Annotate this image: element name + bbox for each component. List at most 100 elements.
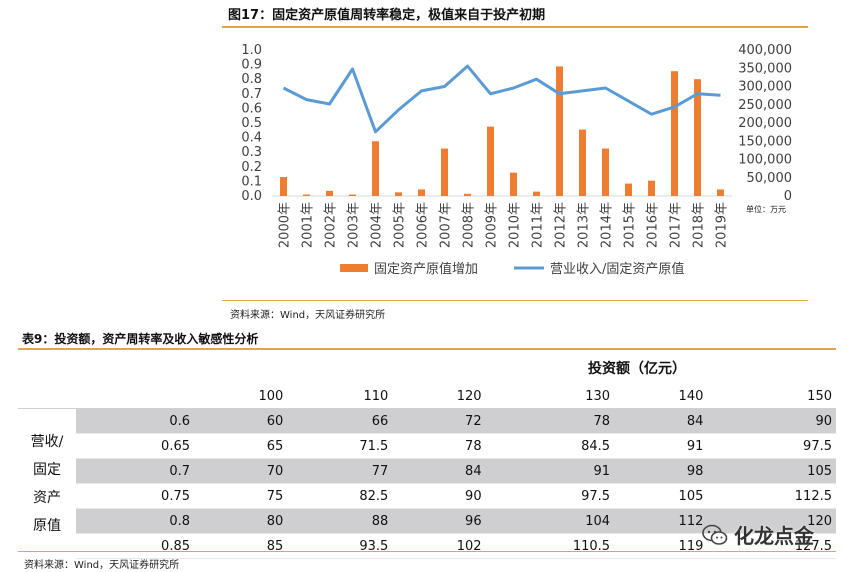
table-cell: 105 (614, 483, 708, 509)
table-row: 0.85 85 93.5 102 110.5 119 127.5 (18, 533, 836, 559)
table-cell: 84 (392, 458, 486, 484)
column-header: 150 (707, 384, 836, 409)
table-cell: 65 (194, 433, 288, 459)
table-cell: 120 (707, 508, 836, 534)
bar (648, 180, 655, 196)
bar (441, 148, 448, 196)
table-cell: 112 (614, 508, 708, 534)
table-cell: 97.5 (707, 433, 836, 459)
table-cell: 98 (614, 458, 708, 484)
table-cell: 91 (485, 458, 615, 484)
corner-cell (18, 352, 76, 384)
bar (303, 194, 310, 196)
table-cell: 91 (614, 433, 708, 459)
corner-cell (76, 384, 194, 409)
corner-cell (18, 384, 76, 409)
column-header: 100 (194, 384, 288, 409)
bar (510, 172, 517, 196)
table-row: 0.75 75 82.5 90 97.5 105 112.5 (18, 483, 836, 509)
left-axis-tick-label: 0.1 (241, 174, 262, 189)
right-axis-tick-label: 350,000 (738, 61, 792, 76)
bar (487, 126, 494, 196)
right-axis-tick-label: 100,000 (738, 153, 792, 168)
turnover-line (282, 64, 721, 134)
table-cell: 93.5 (287, 533, 393, 559)
left-axis-tick-label: 0.3 (241, 145, 262, 160)
row-group-header-line: 固定 (33, 461, 61, 478)
table-title-rule (18, 348, 836, 350)
table-cell: 80 (194, 508, 288, 534)
row-label: 0.6 (76, 408, 194, 434)
table-cell: 75 (194, 483, 288, 509)
wechat-icon (702, 524, 728, 545)
figure-source-rule (222, 300, 808, 301)
watermark-text: 化龙点金 (734, 524, 814, 548)
column-header: 120 (392, 384, 486, 409)
table-cell: 72 (392, 408, 486, 434)
left-axis-tick-label: 0.8 (241, 72, 262, 87)
figure-title: 图17：固定资产原值周转率稳定，极值来自于投产初期 (228, 8, 546, 23)
table-cell: 88 (287, 508, 393, 534)
category-label: 2019年 (715, 202, 730, 248)
legend-bar-swatch (340, 264, 368, 272)
table-cell: 60 (194, 408, 288, 434)
bar (280, 177, 287, 196)
table-cell: 119 (614, 533, 708, 559)
row-label: 0.8 (76, 508, 194, 534)
bar (533, 191, 540, 196)
bar (717, 189, 724, 196)
left-axis-tick-label: 0.5 (241, 116, 262, 131)
row-group-header-line: 营收/ (30, 433, 64, 450)
category-label: 2003年 (347, 202, 362, 248)
bar (326, 190, 333, 196)
category-label: 2011年 (531, 202, 546, 248)
category-label: 2014年 (600, 202, 615, 248)
table-source: 资料来源：Wind，天风证券研究所 (24, 560, 180, 571)
table-cell: 110.5 (485, 533, 615, 559)
table-cell: 78 (485, 408, 615, 434)
bar (625, 183, 632, 196)
table-bottom-rule (18, 551, 836, 552)
right-axis-tick-label: 150,000 (738, 134, 792, 149)
category-label: 2010年 (508, 202, 523, 248)
column-header: 110 (287, 384, 393, 409)
table-cell: 96 (392, 508, 486, 534)
right-axis-tick-label: 50,000 (747, 171, 793, 186)
table-cell: 97.5 (485, 483, 615, 509)
left-axis-tick-label: 0.0 (241, 189, 262, 204)
column-header: 130 (485, 384, 615, 409)
category-label: 2018年 (692, 202, 707, 248)
category-label: 2007年 (439, 202, 454, 248)
right-axis-tick-label: 300,000 (738, 80, 792, 95)
right-axis-tick-label: 200,000 (738, 116, 792, 131)
category-label: 2015年 (623, 202, 638, 248)
row-label: 0.65 (76, 433, 194, 459)
row-label: 0.85 (76, 533, 194, 559)
row-label: 0.7 (76, 458, 194, 484)
table-row: 营收/固定 资产 原值 0.6 60 66 72 78 84 90 (18, 408, 836, 559)
table-column-header-row: 100 110 120 130 140 150 (18, 384, 836, 409)
bar (418, 189, 425, 196)
legend-line-label: 营业收入/固定资产原值 (550, 261, 684, 277)
bar (372, 141, 379, 196)
category-label: 2008年 (462, 202, 477, 248)
category-label: 2009年 (485, 202, 500, 248)
table-cell: 82.5 (287, 483, 393, 509)
row-group-header: 营收/固定 资产 原值 (18, 408, 76, 559)
watermark: 化龙点金 (702, 520, 814, 549)
left-axis-tick-label: 0.4 (241, 131, 262, 146)
category-label: 2012年 (554, 202, 569, 248)
table-cell: 112.5 (707, 483, 836, 509)
investment-group-header: 投资额（亿元） (588, 361, 686, 377)
category-label: 2005年 (393, 202, 408, 248)
unit-note: 单位：万元 (746, 204, 786, 214)
table-cell: 104 (485, 508, 615, 534)
table-group-header-row: 投资额（亿元） (18, 352, 836, 384)
category-label: 2000年 (278, 202, 293, 248)
bar (395, 192, 402, 196)
right-axis-tick-label: 250,000 (738, 98, 792, 113)
right-axis-tick-label: 400,000 (738, 43, 792, 58)
category-label: 2016年 (646, 202, 661, 248)
category-label: 2002年 (324, 202, 339, 248)
table-cell: 102 (392, 533, 486, 559)
